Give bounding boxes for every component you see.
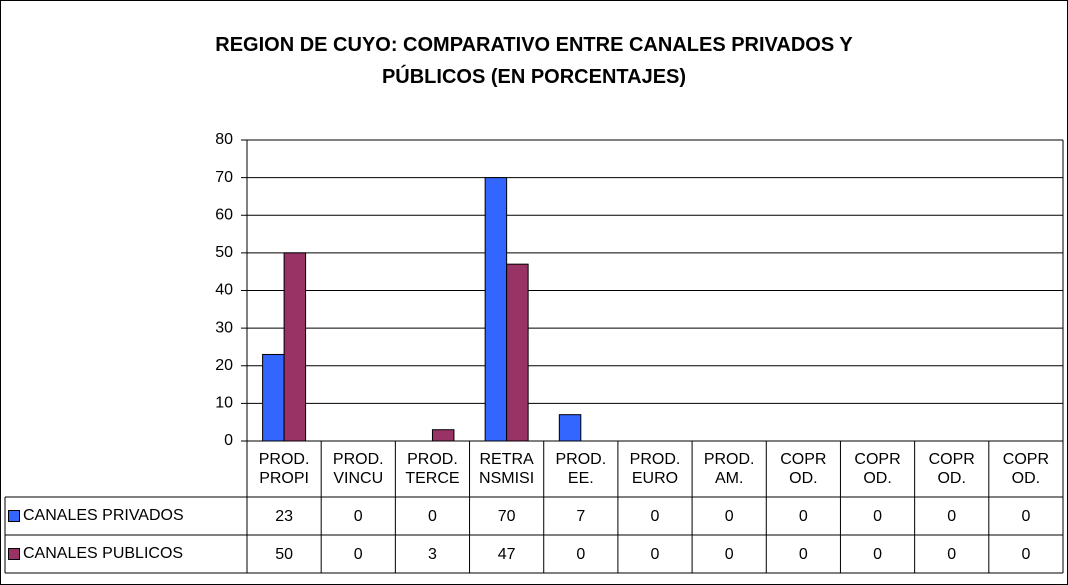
x-tick-label: PROD. AM. <box>703 451 755 487</box>
legend-label: CANALES PUBLICOS <box>23 545 184 562</box>
y-tick-label: 80 <box>215 131 233 148</box>
legend-label: CANALES PRIVADOS <box>23 507 184 524</box>
table-value: 0 <box>1021 545 1031 563</box>
x-tick-label: COPR OD. <box>854 451 901 487</box>
y-tick-label: 0 <box>224 432 233 449</box>
bar <box>283 252 307 442</box>
table-value: 0 <box>1021 507 1031 525</box>
table-value: 0 <box>353 507 363 525</box>
legend-entry: CANALES PRIVADOS <box>5 497 247 535</box>
table-value: 70 <box>497 507 516 525</box>
table-value: 0 <box>798 545 808 563</box>
x-tick-label: COPR OD. <box>780 451 827 487</box>
y-tick-label: 50 <box>215 244 233 261</box>
bar <box>262 353 285 442</box>
bar <box>506 263 529 442</box>
x-tick-label: PROD. EURO <box>629 451 681 487</box>
x-tick-label: PROD. PROPI <box>258 451 310 487</box>
y-tick-label: 60 <box>215 206 233 223</box>
y-tick-label: 40 <box>215 282 233 299</box>
bar <box>558 414 582 442</box>
y-tick-label: 20 <box>215 357 233 374</box>
table-value: 23 <box>275 507 293 525</box>
table-value: 0 <box>427 507 437 525</box>
legend-entry: CANALES PUBLICOS <box>5 535 247 573</box>
bar <box>431 429 455 442</box>
y-tick-label: 70 <box>215 169 233 186</box>
y-tick-label: 10 <box>215 395 233 412</box>
table-value: 0 <box>650 545 660 563</box>
table-value: 0 <box>353 545 363 563</box>
table-value: 0 <box>947 507 957 525</box>
x-tick-label: PROD. EE. <box>555 451 607 487</box>
x-tick-label: COPR OD. <box>928 451 975 487</box>
table-value: 3 <box>427 545 437 563</box>
table-value: 0 <box>798 507 808 525</box>
table-value: 50 <box>275 545 293 563</box>
table-value: 0 <box>576 545 586 563</box>
table-value: 47 <box>497 545 516 563</box>
table-value: 7 <box>576 507 586 525</box>
y-tick-label: 30 <box>215 319 233 336</box>
table-value: 0 <box>724 507 734 525</box>
table-value: 0 <box>650 507 660 525</box>
table-value: 0 <box>724 545 734 563</box>
legend-key <box>8 548 20 560</box>
x-tick-label: COPR OD. <box>1002 451 1050 487</box>
bar <box>484 177 508 442</box>
legend-key <box>8 510 20 522</box>
x-tick-label: RETRA NSMISI <box>479 451 535 487</box>
table-value: 0 <box>873 507 882 525</box>
x-tick-label: PROD. VINCU <box>332 451 384 487</box>
x-tick-label: PROD. TERCE <box>405 451 460 487</box>
table-value: 0 <box>947 545 957 563</box>
table-value: 0 <box>873 545 882 563</box>
chart-title: REGION DE CUYO: COMPARATIVO ENTRE CANALE… <box>215 34 853 88</box>
